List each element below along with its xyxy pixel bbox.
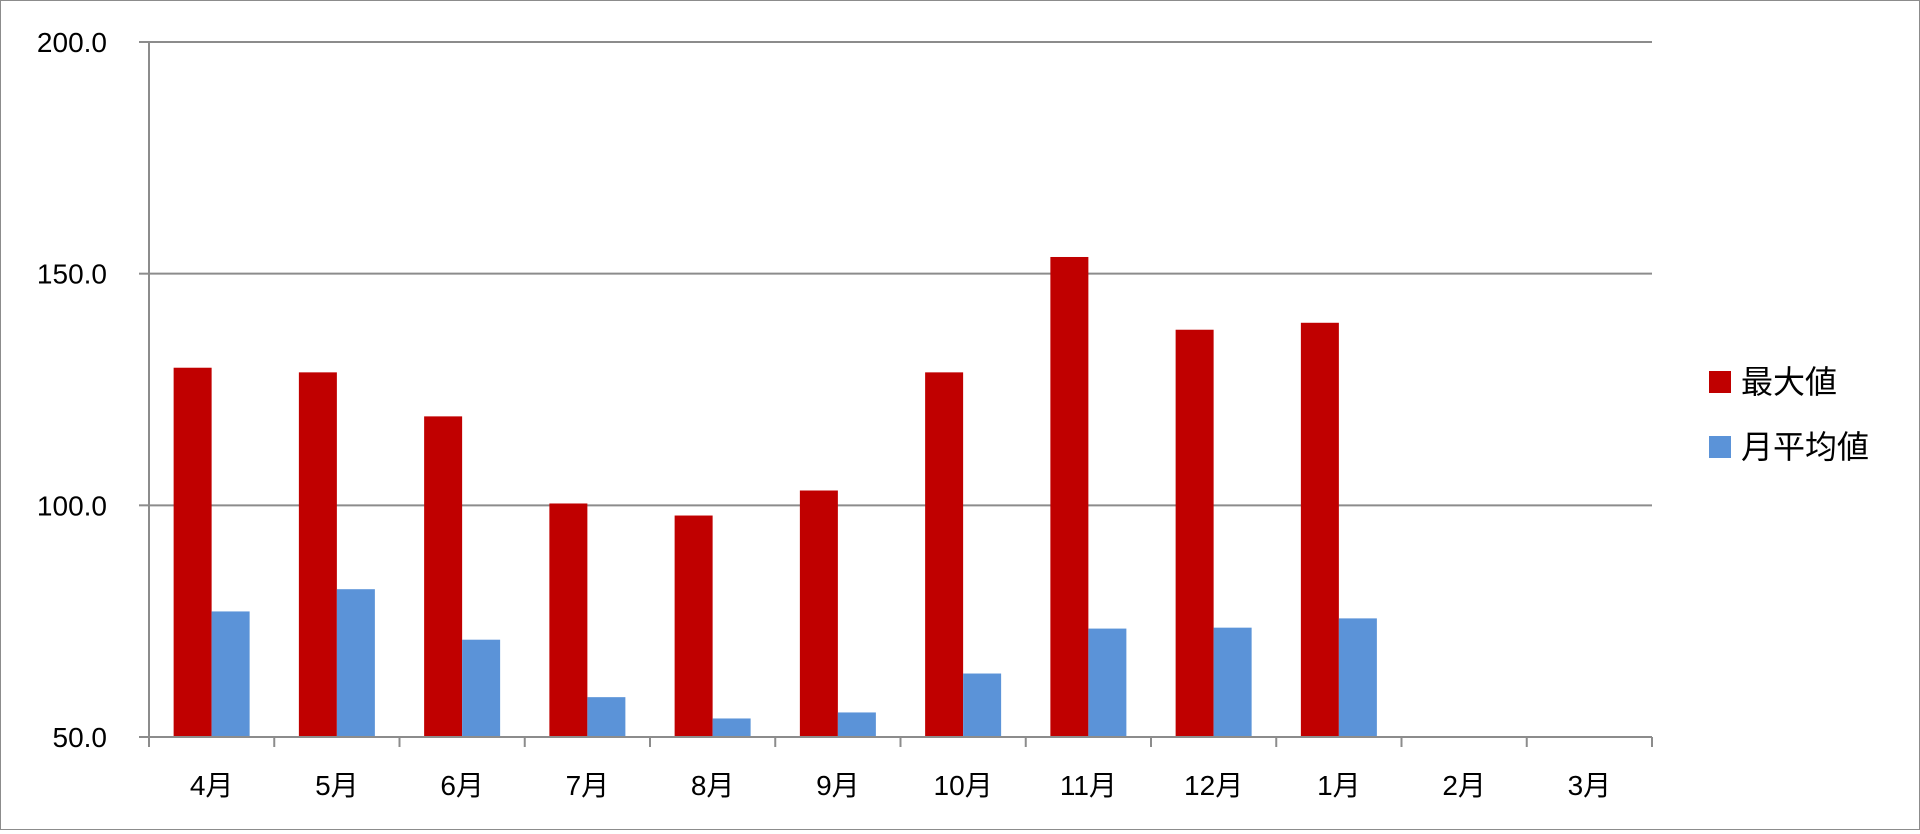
x-tick-label: 1月 bbox=[1317, 770, 1361, 801]
bar-avg bbox=[587, 697, 626, 737]
bar-max bbox=[298, 372, 337, 737]
bar-max bbox=[1300, 322, 1339, 737]
bar-avg bbox=[1213, 627, 1252, 737]
x-tick-label: 2月 bbox=[1442, 770, 1486, 801]
axes bbox=[139, 41, 1653, 747]
x-tick-labels: 4月 5月 6月 7月 8月 9月 10月 11月 12月 1月 2月 3月 bbox=[190, 770, 1611, 801]
x-tick-label: 11月 bbox=[1060, 770, 1117, 801]
bar-avg bbox=[336, 589, 375, 737]
legend-item: 最大値 bbox=[1709, 364, 1837, 400]
legend-label: 最大値 bbox=[1741, 364, 1837, 400]
bar-max bbox=[799, 490, 838, 737]
legend-swatch bbox=[1709, 371, 1731, 393]
gridlines bbox=[149, 41, 1652, 507]
x-tick-label: 6月 bbox=[440, 770, 484, 801]
bars bbox=[173, 256, 1377, 737]
bar-avg bbox=[1088, 628, 1127, 737]
y-tick-label: 100.0 bbox=[37, 490, 107, 521]
legend-label: 月平均値 bbox=[1741, 429, 1869, 465]
bar-max bbox=[424, 416, 463, 737]
x-tick-label: 9月 bbox=[816, 770, 860, 801]
y-tick-labels: 50.0 100.0 150.0 200.0 bbox=[37, 27, 107, 753]
bar-max bbox=[549, 503, 588, 737]
bar-max bbox=[674, 515, 713, 737]
bar-max bbox=[1050, 256, 1089, 737]
bar-avg bbox=[211, 611, 250, 737]
legend-item: 月平均値 bbox=[1709, 429, 1869, 465]
y-tick-label: 200.0 bbox=[37, 27, 107, 58]
x-tick-label: 3月 bbox=[1568, 770, 1612, 801]
x-tick-label: 4月 bbox=[190, 770, 234, 801]
x-tick-label: 7月 bbox=[566, 770, 610, 801]
y-tick-label: 150.0 bbox=[37, 259, 107, 290]
bar-max bbox=[925, 372, 964, 737]
bar-max bbox=[1175, 329, 1214, 737]
bar-max bbox=[173, 367, 212, 737]
bar-avg bbox=[837, 712, 876, 737]
bar-avg bbox=[1338, 618, 1377, 737]
legend-swatch bbox=[1709, 436, 1731, 458]
bar-avg bbox=[462, 639, 501, 737]
x-tick-label: 10月 bbox=[934, 770, 993, 801]
bar-avg bbox=[963, 673, 1002, 737]
x-tick-label: 5月 bbox=[315, 770, 359, 801]
bar-avg bbox=[712, 718, 751, 737]
x-tick-label: 8月 bbox=[691, 770, 735, 801]
y-tick-label: 50.0 bbox=[53, 722, 108, 753]
x-tick-label: 12月 bbox=[1184, 770, 1243, 801]
